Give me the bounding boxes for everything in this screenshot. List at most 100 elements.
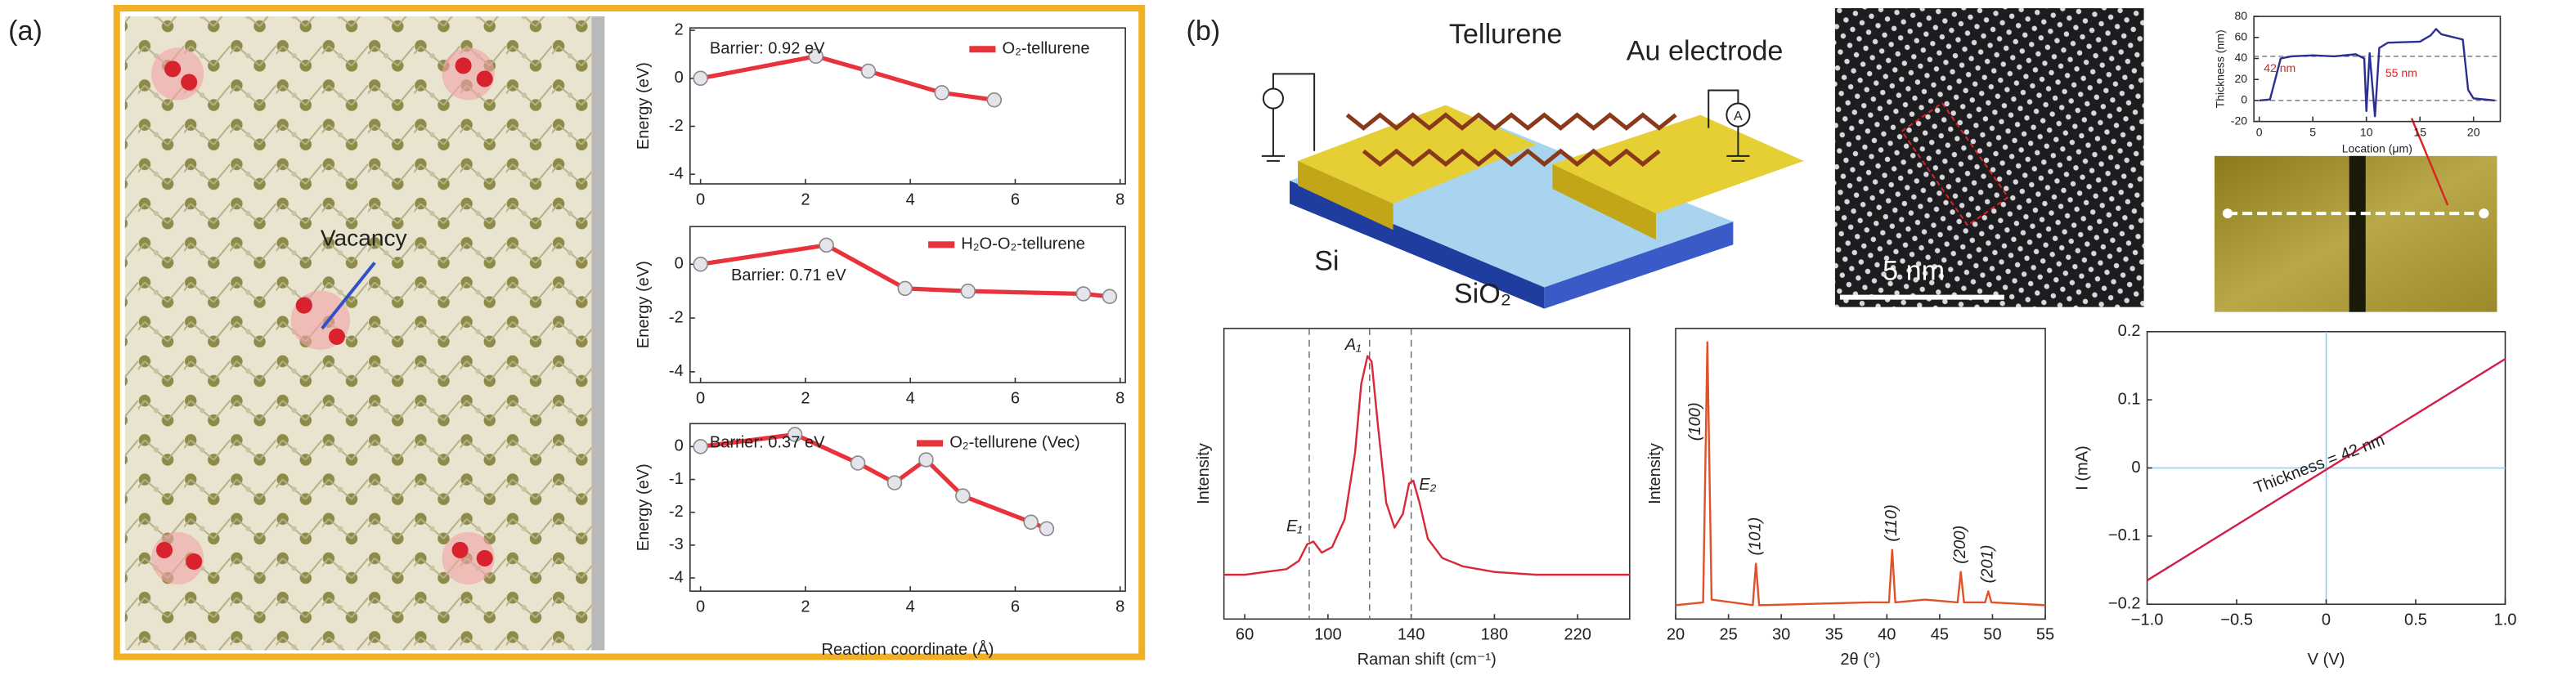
y-axis-label: Intensity: [1195, 443, 1213, 504]
x-tick-label: 40: [1878, 626, 1896, 644]
x-tick-label: 35: [1825, 626, 1843, 644]
x-tick-label: 5: [2309, 125, 2316, 138]
peak-label: A₁: [1344, 336, 1362, 354]
series-marker: [693, 439, 708, 454]
series-marker: [1039, 521, 1055, 537]
series-marker: [850, 455, 866, 471]
afm-scan-end: [2222, 208, 2233, 219]
legend-label: O₂-tellurene (Vec): [949, 434, 1080, 452]
peak-label: (201): [1979, 545, 1997, 584]
x-tick-label: 0: [696, 598, 705, 616]
series-line: [1675, 341, 2046, 607]
series-marker: [934, 85, 949, 101]
series-line: [2146, 358, 2506, 582]
y-axis-label: I (mA): [2074, 445, 2092, 490]
x-tick-label: 30: [1772, 626, 1790, 644]
series-marker: [693, 70, 708, 87]
peak-label: E₂: [1419, 476, 1436, 494]
series-line: [2259, 28, 2496, 118]
panel-label: (b): [1186, 16, 1220, 47]
y-axis-label: Energy (eV): [635, 261, 653, 348]
y-axis-label: Thickness (nm): [2214, 29, 2227, 108]
y-tick-label: 0: [675, 255, 684, 273]
series-line: [700, 432, 1048, 531]
si-label: Si: [1314, 245, 1339, 276]
y-tick-label: 0: [2131, 459, 2140, 477]
x-tick-label: 0: [696, 190, 705, 208]
x-tick-label: 1.0: [2494, 611, 2517, 629]
x-tick-label: 140: [1398, 626, 1425, 644]
peak-label: (100): [1686, 402, 1704, 441]
annotation: Barrier: 0.37 eV: [710, 434, 825, 452]
x-axis-label: Reaction coordinate (Å): [822, 640, 994, 659]
x-tick-label: 2: [801, 190, 810, 208]
y-tick-label: -4: [669, 165, 684, 183]
y-tick-label: 40: [2234, 51, 2247, 64]
peak-label: (110): [1883, 504, 1901, 541]
x-tick-label: 8: [1115, 389, 1124, 407]
plot-frame: [2253, 16, 2502, 123]
x-tick-label: 220: [1564, 626, 1591, 644]
x-axis-label: Location (μm): [2342, 142, 2412, 155]
vacancy-label: Vacancy: [321, 226, 407, 251]
x-tick-label: 180: [1481, 626, 1509, 644]
x-tick-label: 0: [2256, 125, 2263, 138]
x-tick-label: 10: [2360, 125, 2373, 138]
y-tick-label: 60: [2234, 30, 2247, 43]
note: 55 nm: [2385, 66, 2417, 79]
electrode-label: Au electrode: [1627, 35, 1784, 66]
afm-gap: [2349, 155, 2366, 312]
series-marker: [960, 283, 976, 299]
y-axis-label: Intensity: [1646, 443, 1664, 504]
tellurene-label: Tellurene: [1449, 19, 1562, 50]
annotation: Thickness = 42 nm: [2251, 431, 2387, 497]
scale-bar-label: 5 nm: [1883, 255, 1945, 286]
y-tick-label: -2: [669, 117, 684, 135]
x-axis-label: Raman shift (cm⁻¹): [1358, 651, 1497, 669]
y-tick-label: 0: [2241, 93, 2247, 106]
x-tick-label: 6: [1011, 598, 1020, 616]
x-tick-label: 4: [906, 389, 915, 407]
x-tick-label: −1.0: [2131, 611, 2164, 629]
y-tick-label: -4: [669, 362, 684, 380]
x-tick-label: 2: [801, 598, 810, 616]
afm-arrow: [2410, 118, 2449, 206]
ammeter-label: A: [1734, 109, 1743, 123]
x-tick-label: 50: [1983, 626, 2001, 644]
annotation: Barrier: 0.92 eV: [710, 40, 825, 58]
series-marker: [986, 92, 1003, 108]
x-tick-label: −0.5: [2220, 611, 2253, 629]
series-marker: [808, 48, 824, 65]
series-marker: [1075, 286, 1092, 302]
y-tick-label: -2: [669, 308, 684, 326]
y-tick-label: -4: [669, 568, 684, 586]
series-marker: [860, 63, 877, 79]
series-marker: [897, 280, 913, 297]
y-tick-label: 80: [2234, 9, 2247, 22]
x-axis-label: 2θ (°): [1840, 651, 1880, 669]
x-tick-label: 20: [2467, 125, 2480, 138]
series-marker: [787, 427, 803, 442]
series-line: [1223, 355, 1630, 576]
sio2-label: SiO₂: [1454, 279, 1511, 310]
x-tick-label: 15: [2413, 125, 2426, 138]
x-tick-label: 100: [1314, 626, 1341, 644]
plot-frame: [689, 27, 1126, 185]
peak-label: (200): [1951, 526, 1969, 564]
annotation: Barrier: 0.71 eV: [731, 266, 846, 284]
series-marker: [1023, 514, 1039, 531]
plot-frame: [689, 423, 1126, 592]
x-tick-label: 0: [696, 389, 705, 407]
x-tick-label: 4: [906, 190, 915, 208]
y-tick-label: 20: [2234, 72, 2247, 85]
y-tick-label: 2: [675, 20, 684, 38]
plot-frame: [1675, 327, 2046, 620]
peak-label: E₁: [1286, 517, 1303, 535]
panel-label: (a): [8, 16, 43, 47]
x-tick-label: 2: [801, 389, 810, 407]
series-marker: [918, 452, 934, 468]
x-axis-label: V (V): [2308, 651, 2345, 669]
y-axis-label: Energy (eV): [635, 463, 653, 551]
y-tick-label: 0.2: [2118, 322, 2141, 340]
